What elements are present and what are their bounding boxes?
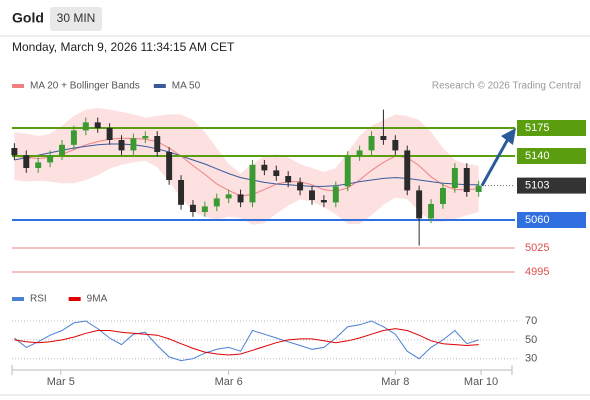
candle-body [225,194,232,199]
candle-body [320,200,327,203]
legend-swatch [12,297,24,301]
timeframe-badge[interactable] [50,7,102,31]
legend-swatch [68,297,81,301]
candle-body [428,204,435,219]
y-tick-label: 70 [525,315,537,327]
candle-body [130,138,137,151]
candle-body [59,144,65,156]
candle-body [416,190,423,219]
candle-body [213,198,220,207]
legend-label: MA 20 + Bollinger Bands [30,81,140,92]
timestamp: Monday, March 9, 2026 11:34:15 AM CET [12,40,235,54]
level-label: 4995 [525,266,549,278]
level-label: 5175 [525,122,549,134]
candle-body [451,168,458,188]
candle-body [475,185,482,192]
candle-body [237,194,244,203]
candle-body [392,140,399,151]
candle-body [142,136,149,139]
candle-body [178,180,185,205]
source: Research © 2026 Trading Central [432,81,581,92]
level-box [517,177,586,194]
legend-swatch [153,84,166,88]
candle-body [380,136,387,140]
level-box [517,120,586,136]
x-tick-label: Mar 8 [381,376,409,388]
candle-body [356,150,363,156]
candle-body [297,182,304,191]
legend-swatch [12,84,24,88]
candle-body [368,136,375,151]
candle-body [106,128,113,140]
level-label: 5140 [525,150,549,162]
forecast-arrowhead [501,128,516,145]
rsi-line [14,328,479,356]
candle-body [273,170,280,176]
level-label: 5025 [525,242,549,254]
candle-body [70,130,77,145]
x-tick-label: Mar 5 [47,376,75,388]
legend-label: RSI [30,294,47,305]
timeframe[interactable]: 30 MIN [57,11,96,25]
candle-body [201,206,208,212]
forecast-arrow [480,138,510,187]
level-label: 5103 [525,180,549,192]
x-tick-label: Mar 6 [215,376,243,388]
level-box [517,212,586,228]
candle-body [261,164,268,171]
bollinger-band [14,108,479,225]
candle-body [285,176,292,183]
symbol: Gold [12,10,44,26]
candle-body [439,188,446,204]
candle-body [309,190,315,200]
legend-label: 9MA [87,294,108,305]
candle-body [463,168,470,192]
legend-label: MA 50 [172,81,201,92]
ma-line [14,143,479,187]
candle-body [166,152,173,180]
y-tick-label: 50 [525,334,537,346]
candle-body [249,164,256,203]
x-tick-label: Mar 10 [464,376,498,388]
level-box [517,148,586,164]
candle-body [82,122,89,131]
candle-body [154,136,161,152]
rsi-line [14,320,479,362]
candle-body [11,148,18,156]
candle-body [404,150,411,191]
candle-body [94,122,101,128]
level-label: 5060 [525,214,549,226]
candle-body [23,155,30,168]
y-tick-label: 30 [525,353,537,365]
candle-body [47,155,54,163]
candle-body [35,162,42,168]
candle-body [344,156,351,187]
candle-body [189,204,196,212]
candle-body [118,140,125,151]
candle-body [332,186,339,203]
